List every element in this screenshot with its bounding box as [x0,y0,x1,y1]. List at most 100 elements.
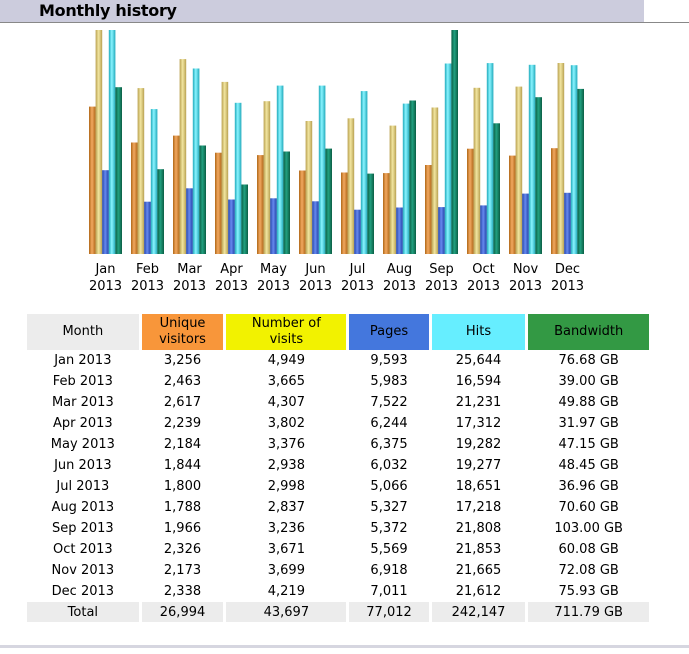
hits-cell: 21,612 [455,584,502,599]
x-tick-label-month: Jul [349,262,366,277]
pages-cell: 5,327 [370,500,408,515]
bandwidth-cell: 47.15 GB [558,437,619,452]
bandwidth-cell: 31.97 GB [558,416,619,431]
bar-bandwidth [493,123,500,254]
bar-bandwidth [283,151,290,254]
bar-hits [444,63,452,254]
bar-bandwidth [199,145,206,254]
bar-visits [389,125,397,254]
visits-cell: 3,376 [267,437,305,452]
bandwidth-cell: 49.88 GB [558,395,619,410]
visits-cell: 2,938 [267,458,305,473]
unique-visitors-cell: 3,256 [163,353,202,368]
bar-pages [480,205,487,254]
bar-hits [486,63,494,254]
bar-bandwidth [577,88,584,255]
visits-cell: 3,665 [267,374,305,389]
visits-cell: 4,307 [267,395,305,410]
hits-cell: 21,808 [455,521,502,536]
hits-cell: 21,853 [455,542,502,557]
bar-hits [360,91,368,254]
monthly-history-table: Month Unique visitors Number of visits Pages H… [24,314,652,622]
bar-visits [347,118,355,254]
bar-unique-visitors [551,148,558,254]
unique-visitors-cell: 2,239 [163,416,202,431]
column-header-line: visits [269,332,304,347]
x-tick-label-month: Sep [429,262,454,277]
month-cell: Nov 2013 [51,563,115,578]
pages-cell: 7,522 [370,395,408,410]
x-tick-label-month: May [260,262,287,277]
bandwidth-cell: 60.08 GB [558,542,619,557]
month-cell: Mar 2013 [51,395,114,410]
hits-cell: 19,282 [455,437,502,452]
month-cell: Apr 2013 [52,416,113,431]
pages-cell: 5,569 [370,542,408,557]
unique-visitors-cell: 1,800 [163,479,202,494]
bar-bandwidth [115,87,122,254]
table-row: Nov 2013 2,173 3,699 6,918 21,665 72.08 GB [27,560,649,581]
table-row: Aug 2013 1,788 2,837 5,327 17,218 70.60 GB [27,497,649,518]
bar-unique-visitors [131,142,138,254]
bar-hits [570,65,578,254]
bar-hits [276,85,284,254]
section-header: Monthly history [0,0,644,22]
x-tick-label-year: 2013 [257,279,290,294]
column-header-bandwidth: Bandwidth [528,314,649,350]
pages-cell: 5,372 [370,521,408,536]
table-row: Apr 2013 2,239 3,802 6,244 17,312 31.97 GB [27,413,649,434]
bar-hits [318,85,326,254]
bar-unique-visitors [509,155,516,254]
visits-cell: 3,699 [267,563,305,578]
bar-visits [137,88,145,254]
visits-cell: 2,998 [267,479,305,494]
total-unique-visitors-cell: 26,994 [141,602,224,622]
bar-hits [234,102,242,254]
x-tick-label-year: 2013 [173,279,206,294]
bar-unique-visitors [89,106,96,254]
bar-visits [179,59,187,254]
month-cell: Oct 2013 [52,542,113,557]
column-header-pages: Pages [349,314,429,350]
bar-pages [102,170,109,254]
column-header-line: visitors [159,332,206,347]
month-cell: Sep 2013 [51,521,114,536]
unique-visitors-cell: 2,326 [163,542,202,557]
bar-unique-visitors [341,172,348,254]
bar-bandwidth [157,169,164,254]
unique-visitors-cell: 2,463 [163,374,202,389]
bar-pages [312,201,319,254]
bandwidth-cell: 103.00 GB [554,521,623,536]
bar-pages [228,199,235,254]
table-row: Dec 2013 2,338 4,219 7,011 21,612 75.93 GB [27,581,649,602]
bar-bandwidth [325,148,332,254]
month-cell: May 2013 [50,437,115,452]
bar-bandwidth [241,184,248,254]
x-tick-label-year: 2013 [551,279,584,294]
visits-cell: 3,236 [267,521,305,536]
bar-visits [95,30,103,254]
table-row: Sep 2013 1,966 3,236 5,372 21,808 103.00 GB [27,518,649,539]
bar-bandwidth [535,97,542,254]
bar-visits [473,87,481,254]
bandwidth-cell: 39.00 GB [558,374,619,389]
x-tick-label-year: 2013 [467,279,500,294]
pages-cell: 9,593 [370,353,408,368]
bandwidth-cell: 72.08 GB [558,563,619,578]
unique-visitors-cell: 1,966 [163,521,202,536]
total-hits-cell: 242,147 [431,602,526,622]
column-header-number-of-visits: Number of visits [226,314,347,350]
x-tick-label-year: 2013 [215,279,248,294]
pages-cell: 6,375 [370,437,408,452]
bar-unique-visitors [467,148,474,254]
x-tick-label-month: Oct [472,262,494,277]
visits-cell: 4,949 [267,353,305,368]
bar-bandwidth [409,100,416,254]
month-cell: Dec 2013 [51,584,115,599]
bar-bandwidth [367,173,374,254]
bar-hits [402,103,410,254]
unique-visitors-cell: 1,788 [163,500,202,515]
column-header-line: Unique [159,316,206,331]
table-row: Mar 2013 2,617 4,307 7,522 21,231 49.88 GB [27,392,649,413]
month-cell: Aug 2013 [51,500,115,515]
